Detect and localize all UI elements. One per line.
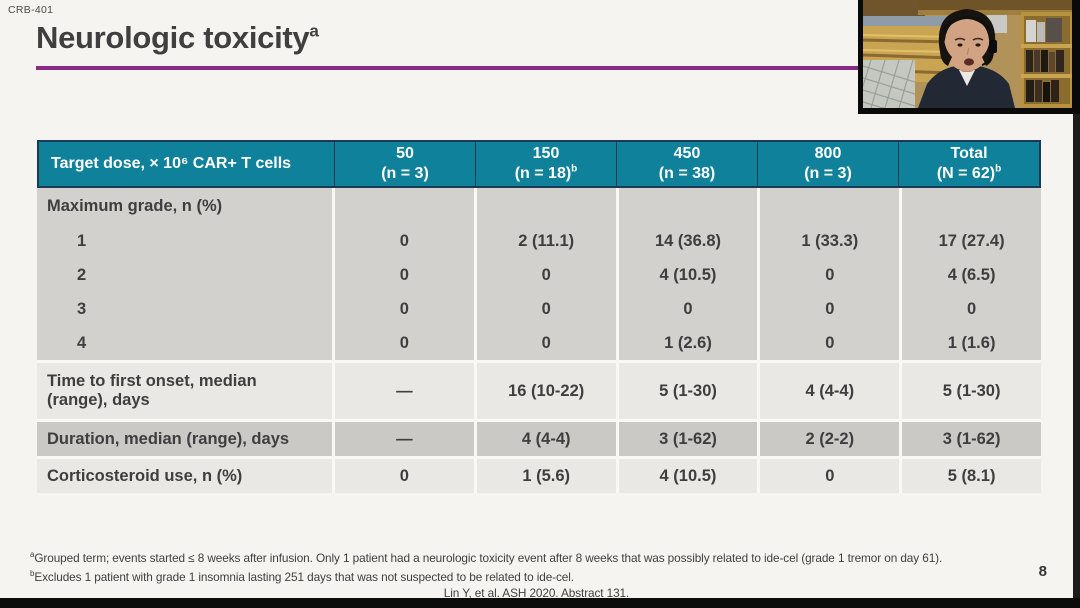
- value-cell: 0: [332, 459, 474, 493]
- value-cell: 2 (11.1): [473, 224, 616, 258]
- value-cell: 0: [332, 292, 474, 326]
- value-cell: 5 (8.1): [899, 459, 1041, 493]
- value-cell: 1 (5.6): [473, 459, 616, 493]
- value-cell: 1 (1.6): [899, 326, 1041, 360]
- presenter-figure: [918, 9, 1015, 108]
- value-cell: [332, 188, 474, 224]
- row-label-cell: 4: [37, 326, 332, 360]
- table-row: Maximum grade, n (%): [37, 188, 1041, 224]
- footnote-block: aGrouped term; events started ≤ 8 weeks …: [30, 547, 1043, 601]
- value-cell: [757, 188, 900, 224]
- row-label-cell: Time to first onset, median (range), day…: [37, 363, 332, 419]
- header-label-cell: Target dose, × 10⁶ CAR+ T cells: [51, 155, 292, 173]
- title-superscript: a: [309, 21, 319, 41]
- footnote-line: bExcludes 1 patient with grade 1 insomni…: [30, 568, 574, 584]
- value-cell: 3 (1-62): [615, 422, 758, 456]
- value-cell: 0: [332, 258, 474, 292]
- table-body: Maximum grade, n (%) 1 0 2 (11.1) 14 (36.8) 1…: [37, 188, 1041, 493]
- shelf: [918, 0, 1072, 12]
- table-row: Time to first onset, median (range), day…: [37, 363, 1041, 419]
- footnote-line: aGrouped term; events started ≤ 8 weeks …: [30, 550, 943, 565]
- header-dose-cell: 50 (n = 3): [334, 142, 475, 186]
- value-cell: 5 (1-30): [899, 363, 1041, 419]
- value-cell: 0: [757, 459, 900, 493]
- value-cell: 1 (2.6): [615, 326, 758, 360]
- page-title: Neurologic toxicitya: [36, 20, 319, 56]
- value-cell: 1 (33.3): [757, 224, 900, 258]
- value-cell: 0: [899, 292, 1041, 326]
- footnotes: aGrouped term; events started ≤ 8 weeks …: [30, 547, 1043, 585]
- study-label: CRB-401: [8, 4, 54, 16]
- toxicity-table: Target dose, × 10⁶ CAR+ T cells 50 (n = 3…: [37, 140, 1041, 493]
- letterbox-bottom: [0, 598, 1080, 608]
- value-cell: 5 (1-30): [615, 363, 758, 419]
- value-cell: [899, 188, 1041, 224]
- page-number: 8: [1038, 563, 1047, 580]
- value-cell: 0: [332, 224, 474, 258]
- webcam-video: [863, 0, 1072, 108]
- value-cell: 0: [757, 292, 900, 326]
- headset-mic: [981, 52, 994, 66]
- header-dose-cell: 450 (n = 38): [616, 142, 757, 186]
- table-row: Duration, median (range), days —4 (4-4) 3 …: [37, 422, 1041, 456]
- row-label-cell: Maximum grade, n (%): [37, 188, 332, 224]
- value-cell: 0: [332, 326, 474, 360]
- value-cell: 2 (2-2): [757, 422, 900, 456]
- header-dose-cell: Total (N = 62)b: [898, 142, 1039, 186]
- webcam-window: [858, 0, 1080, 114]
- page-title-text: Neurologic toxicity: [36, 20, 310, 55]
- row-label-cell: 3: [37, 292, 332, 326]
- value-cell: —: [332, 363, 474, 419]
- row-label-cell: 2: [37, 258, 332, 292]
- letterbox-right: [1073, 0, 1080, 608]
- value-cell: [473, 188, 616, 224]
- table-header-row: Target dose, × 10⁶ CAR+ T cells 50 (n = 3…: [37, 140, 1041, 188]
- headset-band: [941, 16, 993, 32]
- value-cell: [615, 188, 758, 224]
- headset-earcup: [989, 40, 997, 53]
- header-dose-cell: 150 (n = 18)b: [475, 142, 616, 186]
- value-cell: 0: [473, 326, 616, 360]
- value-cell: 14 (36.8): [615, 224, 758, 258]
- title-underline: [36, 66, 1041, 70]
- row-label-cell: Corticosteroid use, n (%): [37, 459, 332, 493]
- chair-mesh: [863, 60, 915, 108]
- row-label-cell: Duration, median (range), days: [37, 422, 332, 456]
- value-cell: 4 (4-4): [757, 363, 900, 419]
- value-cell: 4 (10.5): [615, 459, 758, 493]
- value-cell: 16 (10-22): [473, 363, 616, 419]
- value-cell: 0: [473, 292, 616, 326]
- value-cell: 0: [473, 258, 616, 292]
- value-cell: 0: [757, 258, 900, 292]
- value-cell: 4 (6.5): [899, 258, 1041, 292]
- citation: Lin Y, et al. ASH 2020. Abstract 131.: [443, 585, 630, 600]
- value-cell: —: [332, 422, 474, 456]
- row-label-cell: 1: [37, 224, 332, 258]
- table-row: Corticosteroid use, n (%) 0 1 (5.6) 4 (10.5…: [37, 459, 1041, 493]
- value-cell: 4 (10.5): [615, 258, 758, 292]
- header-dose-cell: 800 (n = 3): [757, 142, 898, 186]
- value-cell: 3 (1-62): [899, 422, 1041, 456]
- value-cell: 17 (27.4): [899, 224, 1041, 258]
- value-cell: 4 (4-4): [473, 422, 616, 456]
- value-cell: 0: [757, 326, 900, 360]
- value-cell: 0: [615, 292, 758, 326]
